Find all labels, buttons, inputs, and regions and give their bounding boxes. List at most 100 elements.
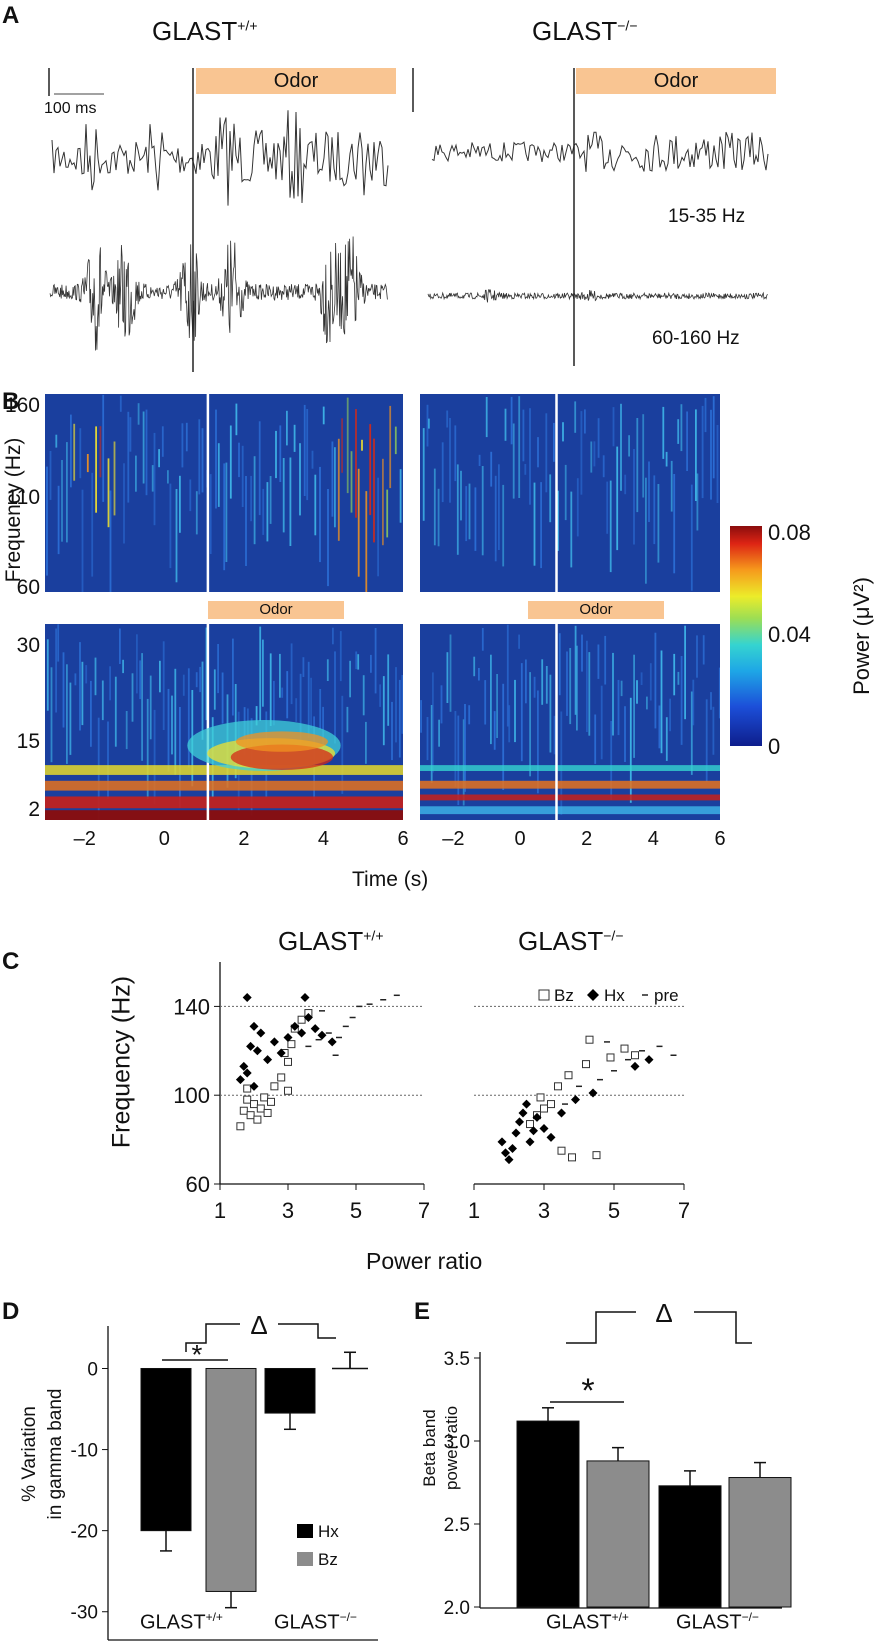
spec-streak — [223, 463, 226, 571]
point-hx — [504, 1155, 514, 1165]
e-bar-hx — [658, 1485, 722, 1608]
spec-streak — [350, 451, 353, 513]
spec-streak — [238, 442, 240, 478]
beta-burst — [230, 744, 334, 771]
b-ytick-beta: 15 — [16, 730, 40, 753]
spec-streak — [401, 675, 403, 734]
point-bz — [267, 1097, 275, 1106]
spec-streak — [581, 634, 583, 672]
point-bz — [606, 1053, 615, 1062]
c-title-ko: GLAST−/− — [518, 926, 624, 956]
spec-streak — [399, 469, 402, 523]
spec-streak — [440, 685, 443, 724]
trace-ko-beta — [431, 131, 769, 173]
b-ytick-gamma: 110 — [6, 486, 40, 509]
spec-streak — [398, 679, 401, 758]
spec-streak — [299, 443, 301, 516]
c-xtick-label: 7 — [678, 1198, 690, 1223]
spec-streak — [395, 667, 397, 743]
spec-streak — [91, 472, 94, 577]
e-delta: Δ — [655, 1298, 672, 1328]
point-hx — [511, 1128, 521, 1138]
spec-streak — [660, 650, 663, 754]
spec-streak — [610, 721, 613, 800]
bar-charts: 0 -10 -20 -30 * Δ Hx Bz 3.5 3.0 2.5 2.0 * Δ — [71, 1298, 792, 1641]
b-odor-bar-wt: Odor — [208, 601, 344, 619]
spec-streak — [127, 411, 130, 503]
legend-pre-label: pre — [654, 986, 679, 1005]
panel-label-a: A — [2, 2, 20, 29]
spec-streak — [86, 454, 89, 473]
spec-streak — [508, 705, 511, 743]
spectrogram-wt-beta — [45, 624, 403, 820]
point-hx — [310, 1024, 320, 1034]
d-xtick-ko: GLAST−/− — [274, 1610, 357, 1634]
spectrogram-ko-gamma — [420, 394, 720, 592]
spec-streak — [537, 437, 539, 468]
spec-streak — [306, 409, 309, 501]
e-ytick-label: 2.5 — [444, 1515, 470, 1536]
point-hx — [588, 1088, 598, 1098]
spec-streak — [215, 409, 217, 509]
point-hx — [300, 993, 310, 1003]
spec-streak — [522, 409, 525, 462]
spec-streak — [101, 680, 104, 721]
point-bz — [243, 1084, 252, 1093]
spec-streak — [361, 439, 363, 451]
spec-streak — [478, 668, 480, 681]
spec-streak — [653, 475, 656, 545]
spec-streak — [337, 438, 340, 541]
spec-streak — [286, 410, 288, 446]
spec-streak — [446, 410, 449, 428]
spec-streak — [506, 624, 509, 727]
spec-streak — [387, 654, 390, 726]
c-xtick-label: 1 — [214, 1198, 226, 1223]
spec-streak — [446, 652, 449, 703]
spec-streak — [636, 680, 638, 704]
spec-band — [45, 810, 403, 820]
spec-streak — [549, 474, 552, 523]
spec-streak — [588, 652, 591, 736]
spec-streak — [510, 396, 513, 445]
bar-chart-d: 0 -10 -20 -30 * Δ Hx Bz — [71, 1310, 378, 1641]
spec-streak — [462, 719, 465, 806]
spec-streak — [326, 659, 329, 681]
spec-streak — [704, 397, 707, 433]
spec-streak — [327, 489, 329, 587]
spec-streak — [525, 659, 527, 704]
spec-streak — [586, 640, 588, 732]
spec-band — [45, 765, 403, 775]
point-hx — [525, 1137, 535, 1147]
spec-streak — [692, 679, 695, 726]
spec-streak — [529, 672, 531, 777]
spec-streak — [541, 659, 544, 705]
point-bz — [270, 1082, 279, 1091]
spec-streak — [428, 418, 430, 429]
spec-streak — [394, 426, 397, 455]
legend-bz-label: Bz — [554, 986, 574, 1005]
spec-streak — [225, 462, 228, 562]
spec-streak — [122, 659, 124, 674]
spec-streak — [710, 692, 712, 710]
spec-band — [45, 796, 403, 809]
spec-streak — [85, 665, 88, 684]
spec-streak — [299, 673, 302, 745]
d-delta: Δ — [250, 1310, 267, 1340]
point-hx — [263, 1055, 273, 1065]
spec-streak — [57, 485, 60, 555]
spec-ko-beta-canvas — [420, 624, 720, 820]
spec-streak — [279, 653, 281, 698]
spec-band — [420, 794, 720, 801]
point-hx — [508, 1143, 517, 1153]
spec-streak — [496, 674, 498, 738]
spec-streak — [669, 698, 671, 732]
spec-streak — [624, 474, 627, 495]
spec-streak — [620, 403, 622, 491]
spec-streak — [502, 683, 505, 790]
spec-streak — [55, 434, 58, 448]
spec-streak — [485, 397, 488, 438]
spec-streak — [149, 675, 152, 740]
b-xtick: 4 — [317, 828, 329, 850]
spec-streak — [391, 701, 393, 761]
spec-streak — [557, 490, 559, 551]
